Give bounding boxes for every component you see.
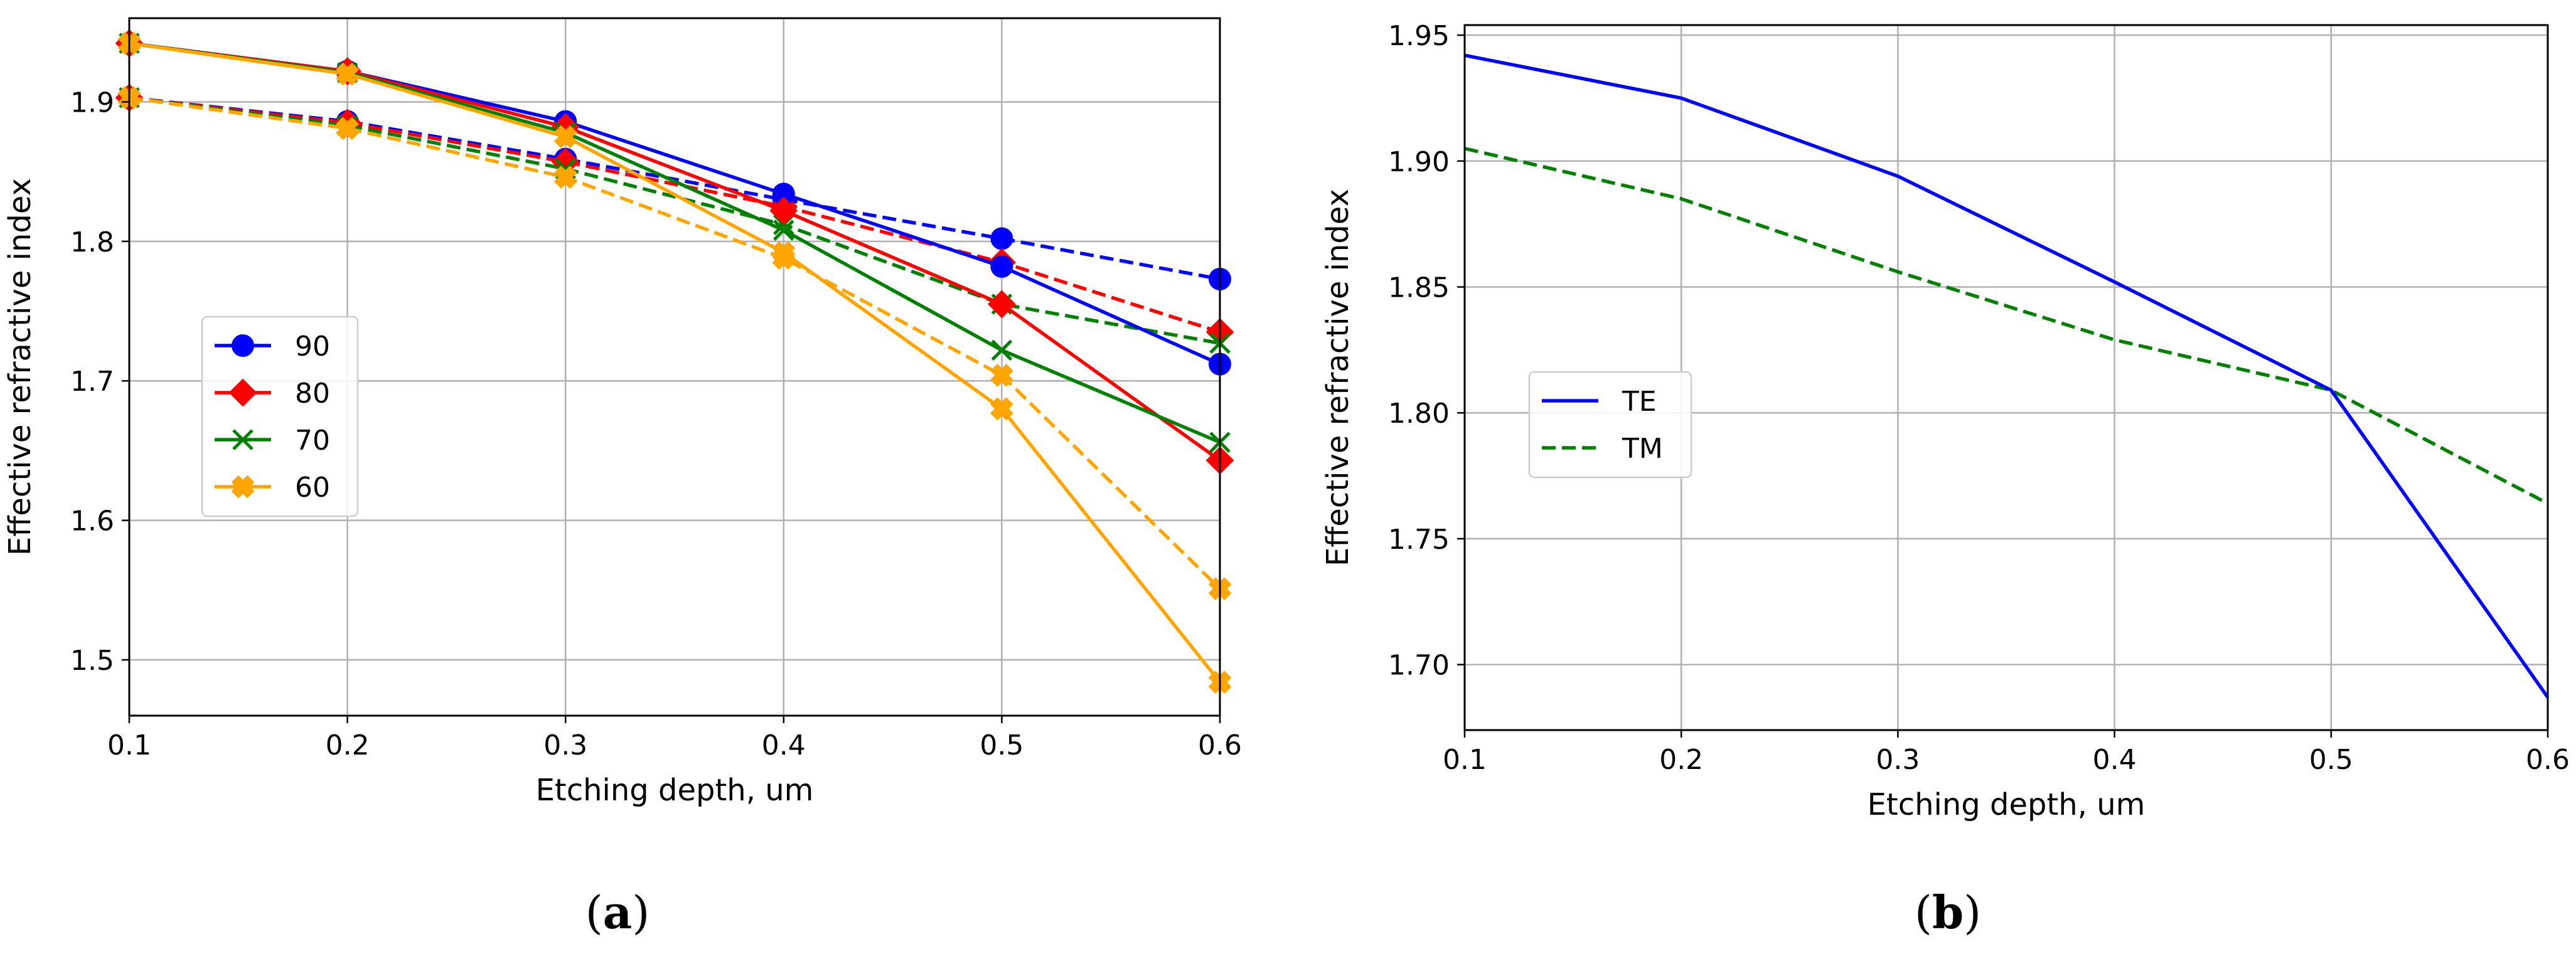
legend-item-90: 90: [215, 331, 330, 363]
x-tick-label: 0.2: [1659, 744, 1703, 776]
series-60-solid: [117, 31, 1232, 694]
y-tick-label: 1.8: [70, 226, 114, 258]
x-tick-label: 0.3: [543, 729, 587, 761]
legend-label: TM: [1622, 433, 1663, 465]
legend: 90 80 70 60: [201, 315, 359, 517]
y-tick-labels: 1.70 1.75 1.80 1.85 1.90 1.95: [1388, 20, 1465, 682]
data-point: [772, 241, 796, 265]
x-tick-labels: 0.1 0.2 0.3 0.4 0.5 0.6: [107, 716, 1242, 761]
legend-marker: [228, 378, 257, 407]
legend-marker: [232, 429, 254, 450]
chart-panel-a: 0.1 0.2 0.3 0.4 0.5 0.6 1.5 1.6 1.7 1.8 1.9 Etchi…: [3, 17, 1242, 808]
legend-label: TE: [1622, 386, 1657, 418]
y-tick-label: 1.70: [1388, 650, 1450, 682]
data-series: [1464, 53, 2550, 699]
plot-frame: [1463, 24, 2549, 731]
y-tick-label: 1.9: [70, 87, 114, 119]
legend-marker: [231, 475, 255, 499]
data-point: [987, 290, 1016, 319]
x-tick-labels: 0.1 0.2 0.3 0.4 0.5 0.6: [1443, 730, 2570, 776]
caption-close-paren: ): [632, 886, 649, 939]
legend-box: [201, 315, 359, 517]
caption-close-paren: ): [1964, 886, 1981, 939]
legend-item-70: 70: [215, 425, 330, 457]
data-point: [991, 339, 1013, 361]
caption-b: (b): [1915, 886, 1982, 939]
y-axis-label: Effective refractive index: [1320, 189, 1355, 566]
legend: TE TM: [1528, 371, 1692, 479]
y-tick-label: 1.7: [70, 366, 114, 398]
y-tick-label: 1.90: [1388, 146, 1450, 178]
x-tick-label: 0.1: [107, 729, 151, 761]
legend-label: 90: [295, 331, 330, 363]
legend-box: [1528, 371, 1692, 479]
x-tick-label: 0.6: [1198, 729, 1242, 761]
y-tick-label: 1.85: [1388, 272, 1450, 304]
plot-frame: [128, 17, 1221, 717]
data-point: [336, 62, 359, 86]
caption-letter: a: [603, 886, 633, 939]
data-point: [336, 117, 359, 140]
y-tick-label: 1.95: [1388, 20, 1450, 52]
legend-label: 70: [295, 425, 330, 457]
data-point: [990, 227, 1013, 250]
series-TM-dashed: [1464, 147, 2549, 506]
series-line: [129, 41, 1222, 684]
data-point: [769, 196, 798, 225]
series-line: [1464, 53, 2550, 699]
x-tick-label: 0.5: [980, 729, 1023, 761]
data-point: [773, 220, 794, 241]
x-tick-label: 0.5: [2309, 744, 2353, 776]
legend-item-80: 80: [215, 378, 330, 410]
series-line: [1464, 147, 2549, 506]
legend-item-TE: TE: [1542, 386, 1657, 418]
x-tick-label: 0.4: [762, 729, 806, 761]
x-tick-label: 0.6: [2526, 744, 2570, 776]
caption-a: (a): [585, 886, 650, 939]
caption-open-paren: (: [585, 886, 603, 939]
series-line: [129, 96, 1221, 590]
legend-marker: [232, 334, 254, 357]
y-tick-label: 1.80: [1388, 398, 1450, 430]
legend-label: 60: [295, 472, 330, 504]
data-point: [990, 363, 1013, 387]
caption-open-paren: (: [1915, 886, 1932, 939]
y-tick-label: 1.5: [70, 645, 114, 677]
chart-panel-b: 0.1 0.2 0.3 0.4 0.5 0.6 1.701.751.801.851.901…: [1320, 20, 2570, 822]
series-TE-solid: [1464, 53, 2550, 699]
x-tick-label: 0.2: [326, 729, 370, 761]
data-point: [553, 166, 577, 189]
series-line: [129, 96, 1221, 334]
x-axis-label: Etching depth, um: [1868, 787, 2146, 822]
x-tick-label: 0.1: [1443, 744, 1487, 776]
legend-label: 80: [295, 378, 330, 410]
y-tick-labels: 1.5 1.6 1.7 1.8 1.9: [70, 87, 129, 677]
y-tick-label: 1.6: [70, 506, 114, 538]
caption-letter: b: [1932, 886, 1964, 939]
x-axis-label: Etching depth, um: [536, 773, 814, 808]
y-axis-label: Effective refractive index: [3, 178, 38, 556]
series-line: [129, 96, 1221, 345]
legend-item-TM: TM: [1542, 433, 1663, 465]
data-point: [990, 397, 1013, 421]
x-tick-label: 0.3: [1876, 744, 1920, 776]
legend-item-60: 60: [215, 472, 330, 504]
y-tick-label: 1.75: [1388, 524, 1450, 556]
data-point: [990, 255, 1013, 278]
data-series: [115, 29, 1234, 694]
data-point: [553, 125, 577, 149]
x-tick-label: 0.4: [2093, 744, 2137, 776]
